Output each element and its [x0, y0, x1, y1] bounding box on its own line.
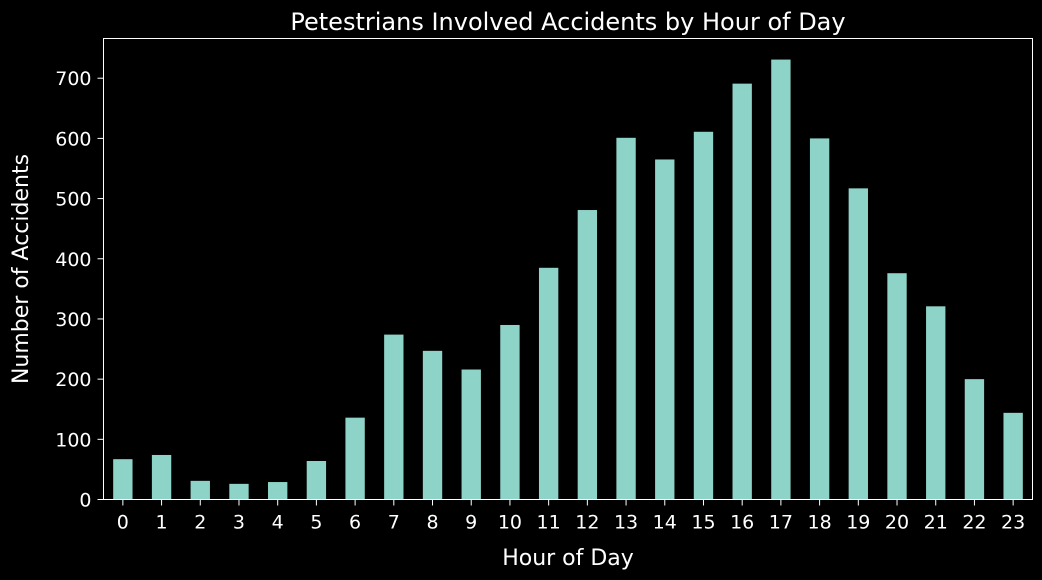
- bar-hour-15: [693, 131, 714, 500]
- bar-hour-21: [926, 306, 946, 500]
- x-tick-label: 0: [117, 512, 129, 534]
- bar-hour-20: [887, 273, 907, 500]
- x-tick-label: 8: [426, 512, 438, 534]
- x-tick-label: 7: [388, 512, 400, 534]
- x-axis-ticks: 0 1 2 3 4 5 6 7 8 9 10 11 12 13 14 15 16 17 18 19 20 21 22 23: [117, 499, 1025, 534]
- x-tick-label: 9: [465, 512, 477, 534]
- x-tick-label: 3: [233, 512, 245, 534]
- bar-hour-17: [771, 59, 791, 500]
- bar-hour-0: [113, 459, 133, 500]
- bars-group: [113, 59, 1023, 500]
- y-tick-label: 0: [79, 490, 91, 512]
- x-tick-label: 5: [310, 512, 322, 534]
- x-tick-label: 12: [575, 512, 599, 534]
- x-tick-label: 23: [1001, 512, 1025, 534]
- y-tick-label: 200: [55, 369, 91, 391]
- x-tick-label: 19: [846, 512, 870, 534]
- y-tick-label: 300: [55, 309, 91, 331]
- x-tick-label: 4: [272, 512, 284, 534]
- x-tick-label: 1: [156, 512, 168, 534]
- x-tick-label: 13: [614, 512, 638, 534]
- x-tick-label: 22: [962, 512, 986, 534]
- bar-hour-22: [964, 379, 985, 500]
- bar-hour-6: [345, 417, 365, 500]
- bar-hour-1: [151, 454, 172, 500]
- bar-hour-5: [306, 460, 327, 500]
- y-axis-label: Number of Accidents: [9, 154, 34, 384]
- y-tick-label: 500: [55, 189, 91, 211]
- x-tick-label: 14: [653, 512, 677, 534]
- bar-hour-4: [268, 482, 288, 500]
- x-tick-label: 6: [349, 512, 361, 534]
- x-tick-label: 18: [808, 512, 832, 534]
- y-tick-label: 100: [55, 429, 91, 451]
- bar-hour-2: [190, 480, 210, 500]
- bar-hour-11: [538, 267, 559, 500]
- x-tick-label: 15: [691, 512, 715, 534]
- plot-frame: [103, 38, 1033, 500]
- y-tick-label: 700: [55, 68, 91, 90]
- x-axis-label: Hour of Day: [502, 546, 634, 571]
- bar-hour-10: [500, 324, 520, 500]
- bar-hour-12: [577, 210, 598, 500]
- bar-hour-8: [422, 350, 443, 500]
- bar-hour-18: [809, 138, 830, 500]
- bar-hour-16: [732, 83, 752, 500]
- y-tick-label: 400: [55, 249, 91, 271]
- x-tick-label: 11: [537, 512, 561, 534]
- bar-hour-3: [229, 483, 249, 500]
- x-tick-label: 10: [498, 512, 522, 534]
- chart-title: Petestrians Involved Accidents by Hour o…: [290, 8, 845, 36]
- x-tick-label: 16: [730, 512, 754, 534]
- bar-hour-7: [384, 334, 404, 500]
- bar-hour-9: [461, 369, 481, 500]
- y-axis-ticks: 0 100 200 300 400 500 600 700: [55, 68, 104, 512]
- x-tick-label: 17: [769, 512, 793, 534]
- bar-hour-19: [848, 188, 868, 500]
- x-tick-label: 20: [885, 512, 909, 534]
- bar-hour-23: [1003, 412, 1023, 500]
- y-tick-label: 600: [55, 128, 91, 150]
- x-tick-label: 2: [194, 512, 206, 534]
- bar-hour-14: [655, 159, 675, 500]
- x-tick-label: 21: [924, 512, 948, 534]
- bar-hour-13: [616, 137, 636, 500]
